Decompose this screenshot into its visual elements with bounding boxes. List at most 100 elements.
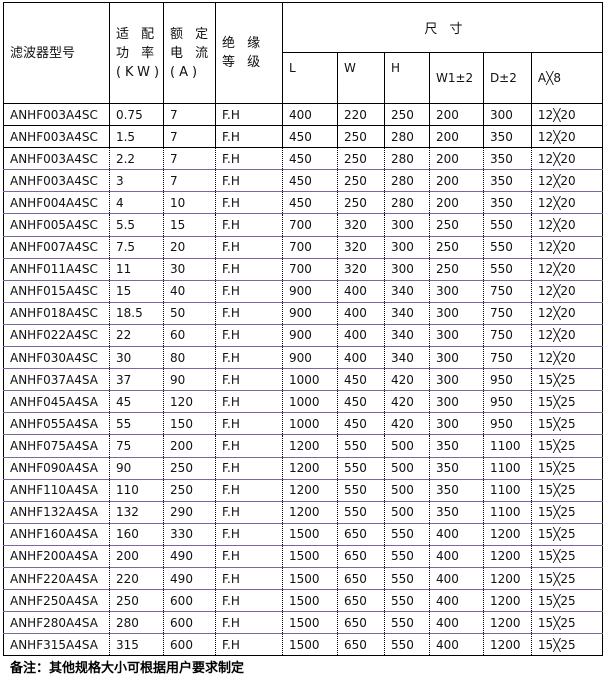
cell-A: 12╳20 — [530, 125, 603, 149]
cell-A: 15╳25 — [530, 500, 603, 524]
cell-power: 7.5 — [108, 235, 165, 259]
cell-D: 550 — [482, 235, 532, 259]
table-row: ANHF037A4SA 37 90 F.H 1000 450 420 300 950 15╳25 — [3, 368, 603, 392]
header-dimensions: 尺 寸 — [282, 2, 603, 53]
cell-W: 450 — [336, 412, 385, 436]
cell-power: 5.5 — [108, 213, 165, 237]
cell-L: 700 — [282, 235, 338, 259]
cell-model: ANHF018A4SC — [3, 301, 110, 325]
cell-D: 300 — [482, 102, 532, 127]
cell-power: 75 — [108, 434, 165, 458]
cell-H: 340 — [383, 279, 430, 303]
cell-L: 1200 — [282, 434, 338, 458]
cell-L: 1200 — [282, 478, 338, 502]
cell-W: 250 — [336, 169, 385, 193]
cell-W: 650 — [336, 611, 385, 635]
cell-A: 15╳25 — [530, 611, 603, 635]
cell-A: 12╳20 — [530, 301, 603, 325]
table-row: ANHF004A4SC 4 10 F.H 450 250 280 200 350 12╳20 — [3, 191, 603, 215]
cell-A: 15╳25 — [530, 478, 603, 502]
table-row: ANHF015A4SC 15 40 F.H 900 400 340 300 750 12╳20 — [3, 279, 603, 303]
cell-H: 340 — [383, 301, 430, 325]
cell-A: 15╳25 — [530, 566, 603, 591]
cell-D: 1200 — [482, 522, 532, 546]
cell-A: 12╳20 — [530, 147, 603, 171]
table-row: ANHF250A4SA 250 600 F.H 1500 650 550 400 1200 15╳… — [3, 589, 603, 613]
cell-model: ANHF075A4SA — [3, 434, 110, 458]
cell-D: 550 — [482, 213, 532, 237]
cell-model: ANHF037A4SA — [3, 368, 110, 392]
cell-insulation: F.H — [215, 589, 283, 613]
header-power: 适 配 功 率 (KW) — [108, 2, 165, 104]
cell-insulation: F.H — [215, 102, 283, 127]
cell-insulation: F.H — [215, 412, 283, 436]
table-row: ANHF018A4SC 18.5 50 F.H 900 400 340 300 750 12╳20 — [3, 301, 603, 325]
header-D: D±2 — [482, 52, 532, 104]
cell-W: 550 — [336, 500, 385, 524]
cell-model: ANHF015A4SC — [3, 279, 110, 303]
cell-W: 550 — [336, 456, 385, 480]
cell-H: 340 — [383, 346, 430, 370]
cell-model: ANHF280A4SA — [3, 611, 110, 635]
cell-model: ANHF030A4SC — [3, 346, 110, 370]
header-W: W — [336, 52, 385, 104]
cell-D: 950 — [482, 368, 532, 392]
cell-power: 250 — [108, 589, 165, 613]
cell-H: 550 — [383, 611, 430, 635]
cell-W1: 300 — [428, 412, 484, 436]
header-W1: W1±2 — [428, 52, 484, 104]
cell-current: 80 — [163, 346, 217, 370]
cell-W: 450 — [336, 390, 385, 414]
table-row: ANHF003A4SC 2.2 7 F.H 450 250 280 200 350 12╳20 — [3, 147, 603, 171]
cell-A: 15╳25 — [530, 390, 603, 414]
cell-insulation: F.H — [215, 301, 283, 325]
cell-current: 10 — [163, 191, 217, 215]
cell-D: 1200 — [482, 566, 532, 591]
cell-A: 12╳20 — [530, 102, 603, 127]
cell-L: 900 — [282, 279, 338, 303]
header-model: 滤波器型号 — [3, 2, 110, 104]
cell-W: 400 — [336, 301, 385, 325]
cell-W: 320 — [336, 235, 385, 259]
cell-W: 650 — [336, 633, 385, 657]
cell-W: 450 — [336, 368, 385, 392]
cell-W1: 300 — [428, 368, 484, 392]
cell-W1: 400 — [428, 522, 484, 546]
cell-power: 22 — [108, 323, 165, 348]
cell-model: ANHF005A4SC — [3, 213, 110, 237]
cell-current: 600 — [163, 611, 217, 635]
cell-A: 12╳20 — [530, 323, 603, 348]
cell-H: 550 — [383, 544, 430, 568]
cell-insulation: F.H — [215, 323, 283, 348]
cell-model: ANHF090A4SA — [3, 456, 110, 480]
filter-spec-table: 滤波器型号 适 配 功 率 (KW) 额 定 电 流 (A) 绝 缘 等 级 尺… — [3, 2, 603, 657]
cell-insulation: F.H — [215, 522, 283, 546]
cell-model: ANHF004A4SC — [3, 191, 110, 215]
cell-insulation: F.H — [215, 257, 283, 281]
cell-A: 12╳20 — [530, 346, 603, 370]
cell-W1: 300 — [428, 301, 484, 325]
cell-D: 1200 — [482, 633, 532, 657]
cell-L: 1200 — [282, 456, 338, 480]
cell-W1: 300 — [428, 346, 484, 370]
cell-current: 120 — [163, 390, 217, 414]
cell-D: 350 — [482, 191, 532, 215]
cell-W: 650 — [336, 589, 385, 613]
cell-L: 1000 — [282, 390, 338, 414]
cell-power: 110 — [108, 478, 165, 502]
cell-W: 650 — [336, 566, 385, 591]
cell-A: 12╳20 — [530, 169, 603, 193]
header-A: A╳8 — [530, 52, 603, 104]
cell-D: 950 — [482, 412, 532, 436]
cell-power: 90 — [108, 456, 165, 480]
cell-W1: 200 — [428, 191, 484, 215]
cell-H: 300 — [383, 213, 430, 237]
cell-H: 280 — [383, 169, 430, 193]
cell-W: 250 — [336, 147, 385, 171]
cell-L: 1500 — [282, 611, 338, 635]
cell-W1: 350 — [428, 500, 484, 524]
cell-W: 400 — [336, 346, 385, 370]
cell-insulation: F.H — [215, 611, 283, 635]
cell-W: 320 — [336, 257, 385, 281]
cell-L: 1500 — [282, 522, 338, 546]
